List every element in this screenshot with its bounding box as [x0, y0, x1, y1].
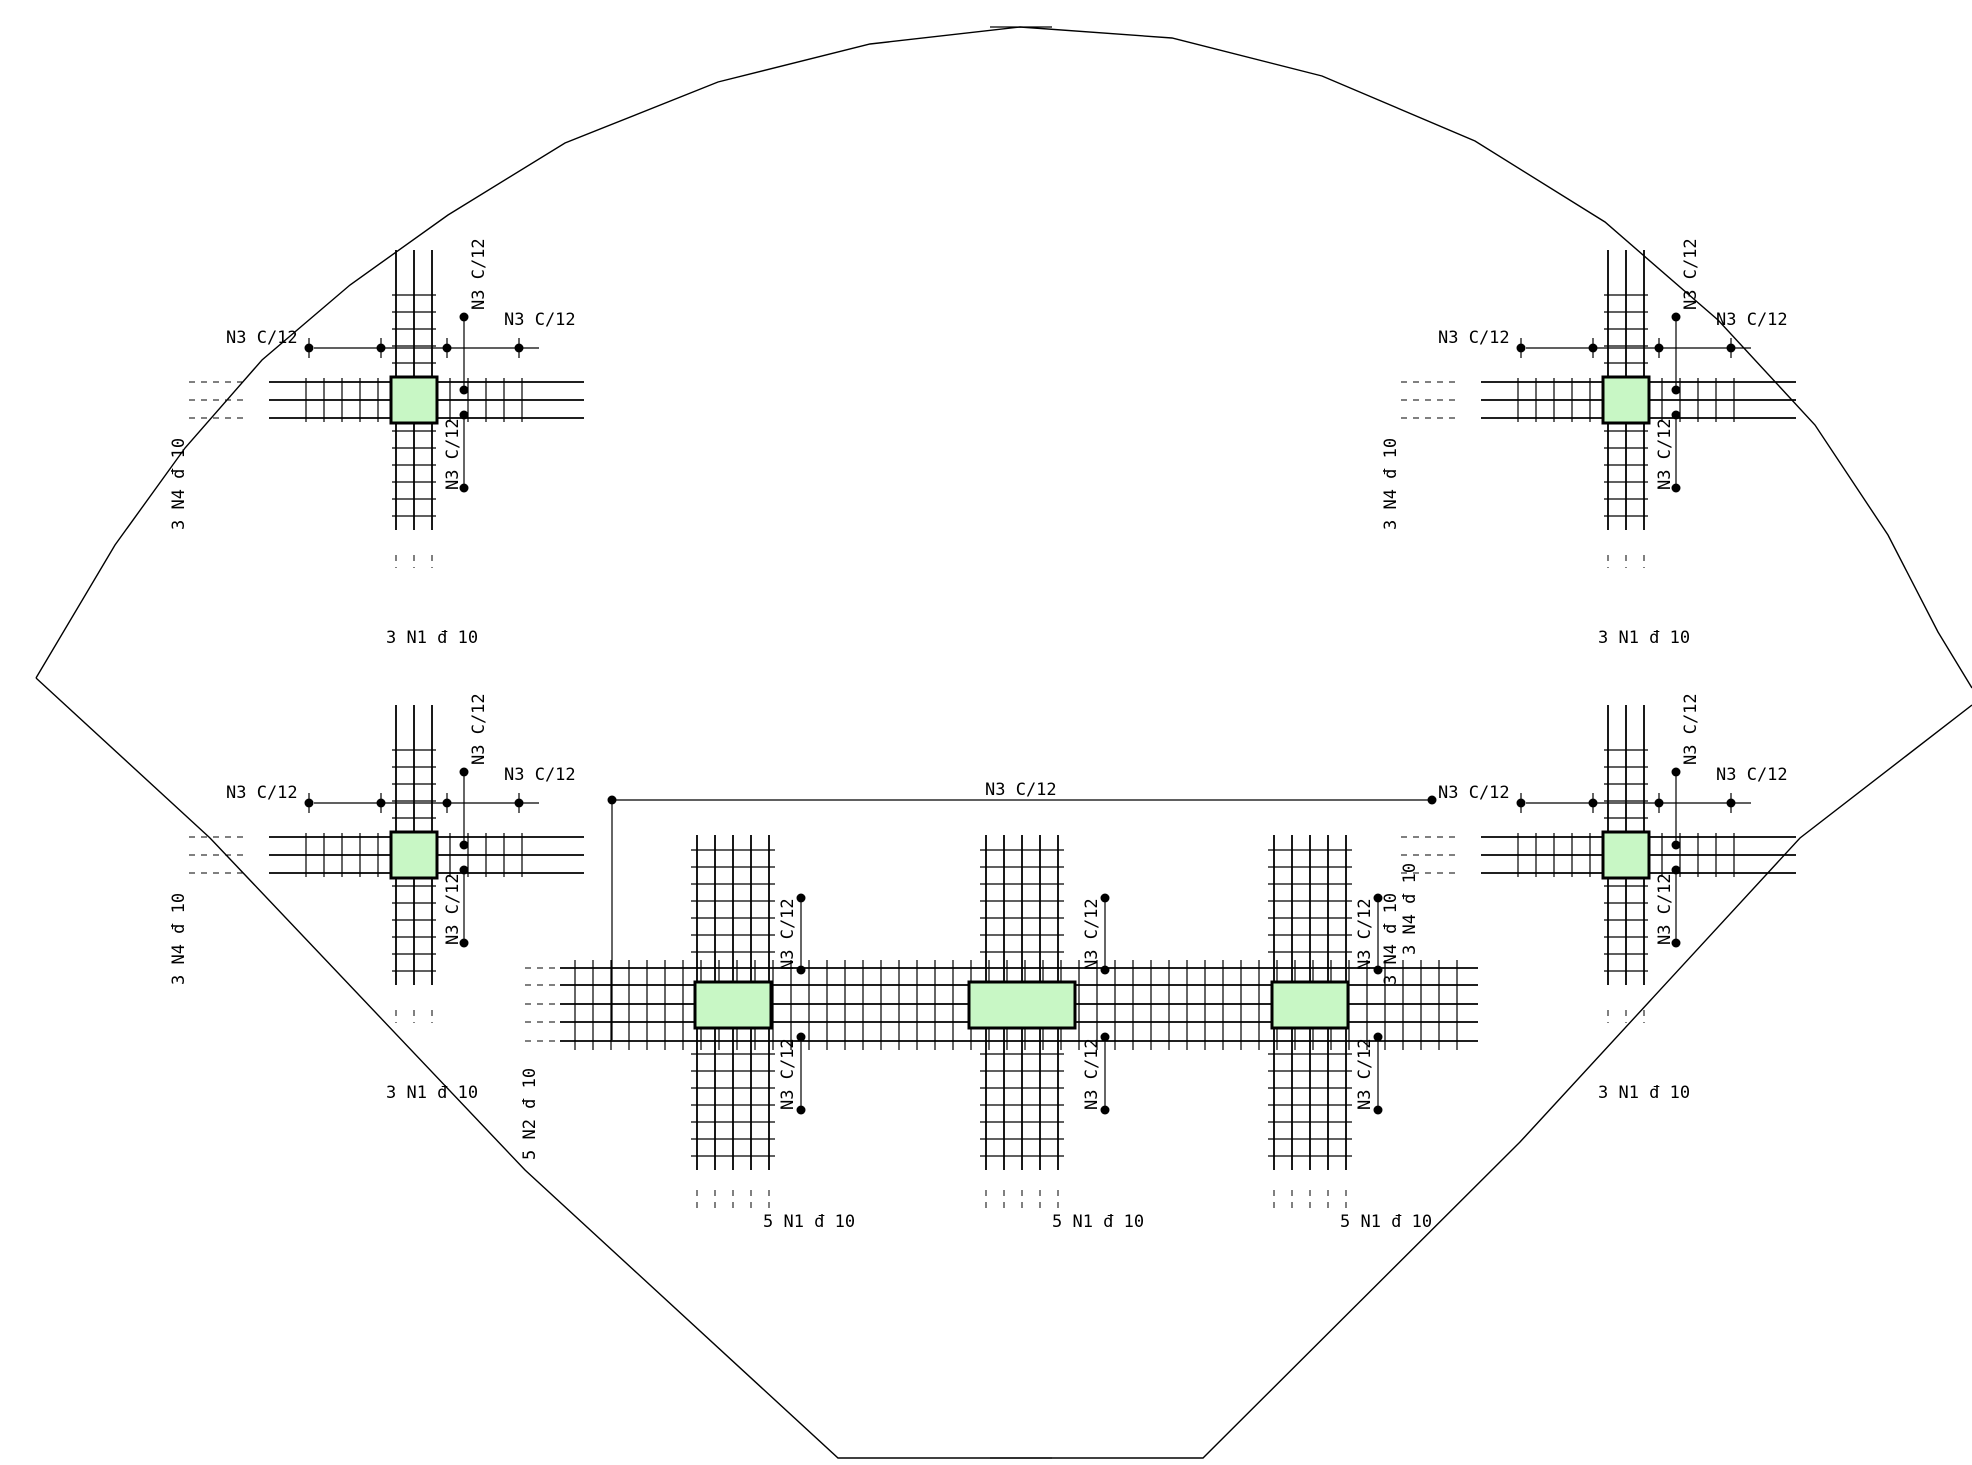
stirrup-label: N3 C/12 [226, 783, 298, 803]
stirrup-label: N3 C/12 [1681, 693, 1701, 765]
strip-column-1: N3 C/12 N3 C/12 5 N1 đ 10 [691, 835, 855, 1232]
anchor-dot [1373, 1105, 1383, 1115]
long-bar-label: 5 N1 đ 10 [1052, 1212, 1144, 1232]
anchor-dot [1588, 343, 1598, 353]
stirrup-label: N3 C/12 [443, 873, 463, 945]
anchor-dot [1588, 798, 1598, 808]
footing-unit-2: N3 C/12 N3 C/12 N3 C/12 N3 C/12 3 N1 đ 10 3 N… [1381, 238, 1796, 648]
stirrup-label: N3 C/12 [1681, 238, 1701, 310]
stirrup-label: N3 C/12 [1716, 765, 1788, 785]
stirrup-label: N3 C/12 [504, 765, 576, 785]
column-section [1601, 375, 1651, 425]
anchor-dot [1100, 965, 1110, 975]
anchor-dot [459, 865, 469, 875]
anchor-dot [1671, 767, 1681, 777]
long-bar-label: 3 N4 đ 10 [1381, 438, 1401, 530]
stirrup-label: N3 C/12 [1355, 898, 1375, 970]
stirrup-label: N3 C/12 [778, 898, 798, 970]
anchor-dot [796, 893, 806, 903]
stirrup-label: N3 C/12 [443, 418, 463, 490]
stirrup-label: N3 C/12 [1438, 328, 1510, 348]
column-section [967, 980, 1077, 1030]
footing-outline [35, 26, 1972, 689]
anchor-dot [442, 343, 452, 353]
footing-unit-4: N3 C/12 N3 C/12 N3 C/12 N3 C/12 3 N1 đ 10 3 N… [1381, 693, 1796, 1103]
stirrup-label: N3 C/12 [469, 238, 489, 310]
anchor-dot [1671, 385, 1681, 395]
anchor-dot [796, 965, 806, 975]
anchor-dot [1100, 893, 1110, 903]
stirrup-label: N3 C/12 [504, 310, 576, 330]
anchor-dot [1671, 865, 1681, 875]
stirrup-label: N3 C/12 [1438, 783, 1510, 803]
stirrup-label: N3 C/12 [1082, 1038, 1102, 1110]
stirrup-label: N3 C/12 [1655, 418, 1675, 490]
anchor-dot [376, 343, 386, 353]
anchor-dot [514, 798, 524, 808]
anchor-dot [459, 840, 469, 850]
anchor-dot [1516, 798, 1526, 808]
column-section [1270, 980, 1350, 1030]
anchor-dot [459, 767, 469, 777]
anchor-dot [376, 798, 386, 808]
anchor-dot [1726, 343, 1736, 353]
footing-unit-1: N3 C/12 N3 C/12 N3 C/12 N3 C/12 3 N1 đ 10 3 N… [169, 238, 584, 648]
anchor-dot [459, 312, 469, 322]
stirrup-label: N3 C/12 [1716, 310, 1788, 330]
long-bar-label: 3 N1 đ 10 [386, 1083, 478, 1103]
strip-footing: N3 C/12 5 N2 đ 10 3 N4 đ 10 N3 C/12 N3 C/12 5… [520, 780, 1478, 1232]
column-section [693, 980, 773, 1030]
anchor-dot [1373, 893, 1383, 903]
anchor-dot [1516, 343, 1526, 353]
stirrup-label: N3 C/12 [1355, 1038, 1375, 1110]
long-bar-label: 3 N4 đ 10 [1400, 863, 1420, 955]
stirrup-label: N3 C/12 [1082, 898, 1102, 970]
long-bar-label: 3 N4 đ 10 [1381, 893, 1401, 985]
long-bar-label: 3 N4 đ 10 [169, 438, 189, 530]
anchor-dot [1654, 343, 1664, 353]
anchor-dot [459, 938, 469, 948]
long-bar-label: 5 N1 đ 10 [1340, 1212, 1432, 1232]
anchor-dot [442, 798, 452, 808]
column-section [1601, 830, 1651, 880]
column-section [389, 830, 439, 880]
anchor-dot [1373, 965, 1383, 975]
column-section [389, 375, 439, 425]
anchor-dot [1671, 312, 1681, 322]
anchor-dot [1671, 938, 1681, 948]
anchor-dot [1671, 840, 1681, 850]
strip-column-2: N3 C/12 N3 C/12 5 N1 đ 10 [967, 835, 1144, 1232]
anchor-dot [304, 343, 314, 353]
long-bar-label: 3 N1 đ 10 [1598, 1083, 1690, 1103]
stirrup-label: N3 C/12 [469, 693, 489, 765]
anchor-dot [1726, 798, 1736, 808]
stirrup-label: N3 C/12 [226, 328, 298, 348]
anchor-dot [1100, 1032, 1110, 1042]
strip-column-3: N3 C/12 N3 C/12 5 N1 đ 10 [1268, 835, 1432, 1232]
anchor-dot [1671, 483, 1681, 493]
anchor-dot [796, 1032, 806, 1042]
anchor-dot [459, 410, 469, 420]
long-bar-label: 3 N1 đ 10 [1598, 628, 1690, 648]
anchor-dot [1671, 410, 1681, 420]
anchor-dot [514, 343, 524, 353]
anchor-dot [459, 385, 469, 395]
stirrup-label: N3 C/12 [1655, 873, 1675, 945]
anchor-dot [459, 483, 469, 493]
beam-stirrup-label: N3 C/12 [985, 780, 1057, 800]
footing-unit-3: N3 C/12 N3 C/12 N3 C/12 N3 C/12 3 N1 đ 10 3 N… [169, 693, 584, 1103]
anchor-dot [1100, 1105, 1110, 1115]
long-bar-label: 5 N1 đ 10 [763, 1212, 855, 1232]
long-bar-label: 5 N2 đ 10 [520, 1068, 540, 1160]
anchor-dot [796, 1105, 806, 1115]
anchor-dot [1427, 795, 1437, 805]
stirrup-label: N3 C/12 [778, 1038, 798, 1110]
anchor-dot [1373, 1032, 1383, 1042]
anchor-dot [1654, 798, 1664, 808]
long-bar-label: 3 N4 đ 10 [169, 893, 189, 985]
anchor-dot [304, 798, 314, 808]
long-bar-label: 3 N1 đ 10 [386, 628, 478, 648]
